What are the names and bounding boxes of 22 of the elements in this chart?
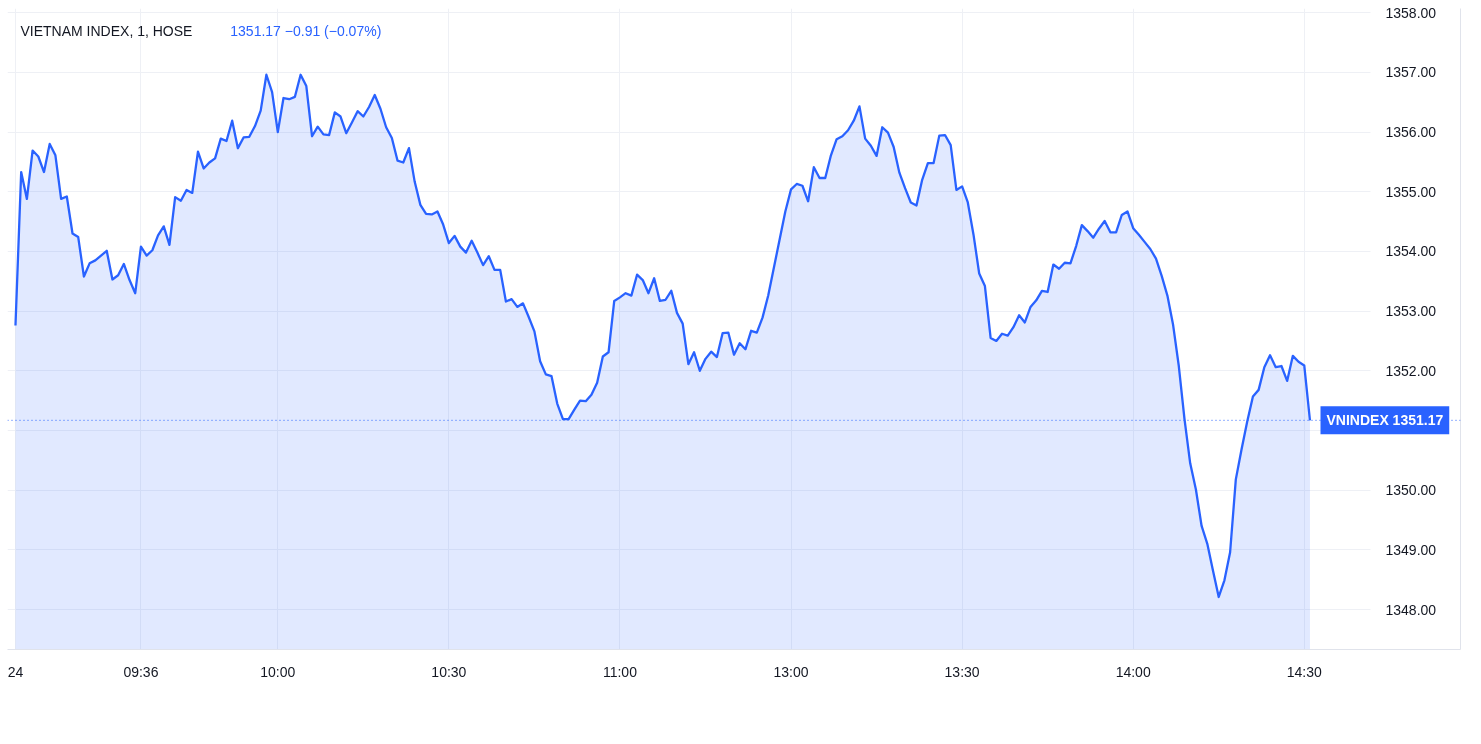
y-tick-label: 1358.00: [1385, 4, 1437, 21]
x-tick-label: 13:00: [773, 663, 809, 680]
x-tick-label: 10:00: [260, 663, 296, 680]
y-tick-label: 1352.00: [1385, 362, 1437, 379]
y-tick-label: 1350.00: [1385, 482, 1437, 499]
y-tick-label: 1348.00: [1385, 601, 1437, 618]
x-tick-label: 13:30: [944, 663, 980, 680]
y-tick-label: 1349.00: [1385, 541, 1437, 558]
y-tick-label: 1354.00: [1385, 243, 1437, 260]
x-tick-label: 10:30: [431, 663, 467, 680]
y-tick-label: 1353.00: [1385, 303, 1437, 320]
x-tick-label: 11:00: [602, 663, 638, 680]
text: 1351.17 −0.91 (−0.07%): [230, 22, 382, 39]
x-tick-label: 14:30: [1286, 663, 1322, 680]
text: VIETNAM INDEX, 1, HOSE: [20, 22, 193, 39]
y-tick-label: 1357.00: [1385, 64, 1437, 81]
ref-line-label: VNINDEX 1351.17: [1326, 412, 1444, 429]
y-tick-label: 1356.00: [1385, 124, 1437, 141]
x-tick-label: 09:36: [123, 663, 159, 680]
x-tick-label: 24: [7, 663, 24, 680]
x-tick-label: 14:00: [1115, 663, 1151, 680]
y-tick-label: 1355.00: [1385, 183, 1437, 200]
